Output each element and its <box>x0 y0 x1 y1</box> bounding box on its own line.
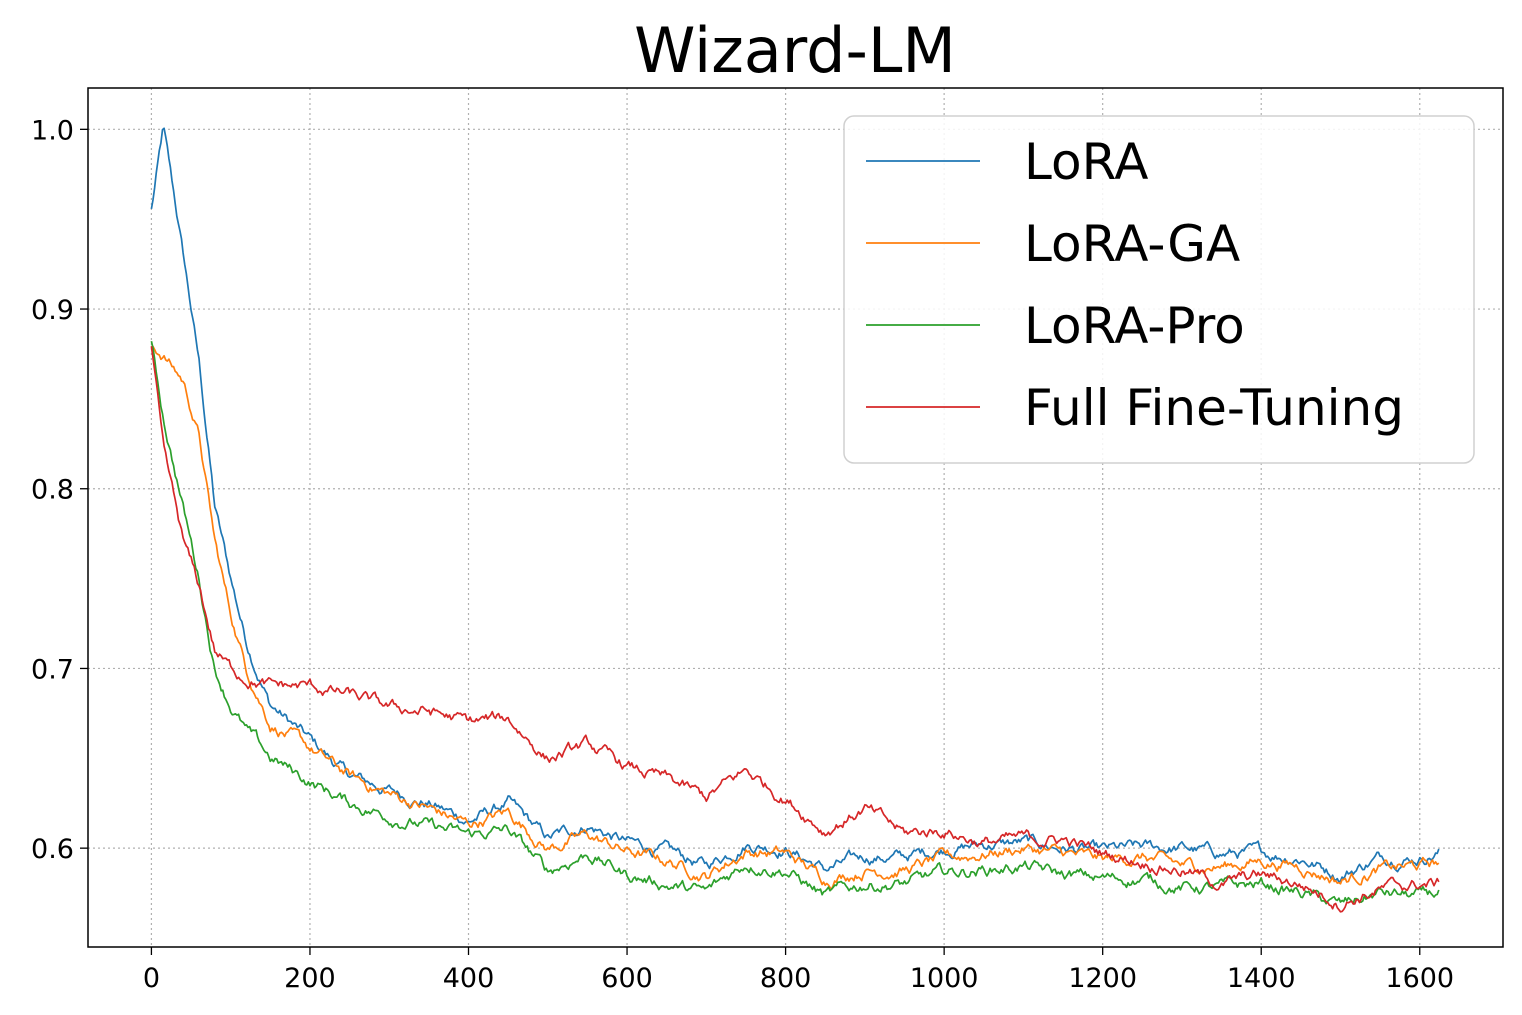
legend-box <box>843 115 1475 464</box>
y-tick-label: 0.6 <box>31 834 74 865</box>
x-tick-label: 400 <box>443 963 495 994</box>
y-tick-label: 0.7 <box>31 654 74 685</box>
y-tick-label: 0.9 <box>31 295 74 326</box>
series-line-0 <box>150 127 1440 883</box>
series-line-3 <box>150 346 1440 913</box>
plot-frame <box>87 87 1504 948</box>
series-line-2 <box>150 341 1440 905</box>
x-tick-label: 600 <box>601 963 653 994</box>
x-tick-label: 1200 <box>1068 963 1137 994</box>
y-tick-label: 0.8 <box>31 475 74 506</box>
series-line-1 <box>151 345 1440 891</box>
x-tick-label: 800 <box>760 963 812 994</box>
legend-label: LoRA-Pro <box>1024 297 1245 355</box>
x-tick-label: 0 <box>143 963 160 994</box>
y-tick-label: 1.0 <box>31 115 74 146</box>
legend-label: Full Fine-Tuning <box>1024 379 1404 437</box>
x-tick-label: 1000 <box>910 963 979 994</box>
legend-label: LoRA <box>1024 133 1149 191</box>
x-tick-label: 1600 <box>1385 963 1454 994</box>
x-tick-label: 1400 <box>1227 963 1296 994</box>
chart-title: Wizard-LM <box>634 14 956 87</box>
legend-label: LoRA-GA <box>1024 215 1240 273</box>
x-tick-label: 200 <box>284 963 336 994</box>
